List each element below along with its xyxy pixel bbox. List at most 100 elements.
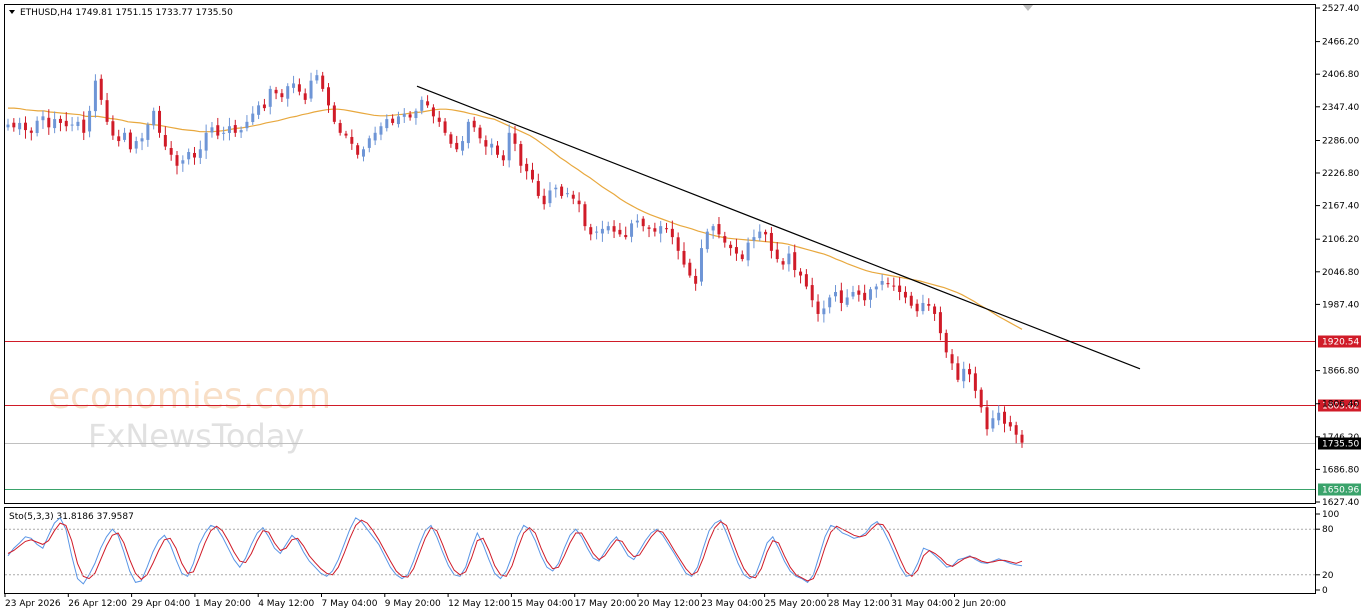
candle-body bbox=[93, 80, 97, 112]
watermark-economies: economies.com bbox=[48, 376, 331, 417]
candle-body bbox=[676, 237, 680, 251]
candle-body bbox=[227, 126, 231, 133]
candle-body bbox=[18, 122, 22, 130]
candle-body bbox=[222, 132, 226, 134]
candle-body bbox=[257, 105, 261, 115]
candle-body bbox=[117, 136, 121, 142]
candle-body bbox=[589, 227, 593, 235]
candle-body bbox=[816, 301, 820, 314]
candle-body bbox=[6, 124, 10, 128]
candle-body bbox=[204, 132, 208, 151]
downtrend-line[interactable] bbox=[416, 85, 1141, 370]
candle-body bbox=[344, 133, 348, 136]
stochastic-lines bbox=[7, 516, 1023, 585]
candle-body bbox=[653, 228, 657, 232]
time-tick-label: 23 Apr 2026 bbox=[5, 599, 61, 609]
stochastic-info: Sto(5,3,3) 31.8186 37.9587 bbox=[9, 512, 134, 522]
time-tick-label: 17 May 20:00 bbox=[575, 599, 637, 609]
candle-body bbox=[583, 204, 587, 227]
candle-body bbox=[962, 368, 966, 382]
candle-body bbox=[216, 125, 220, 136]
candle-body bbox=[332, 105, 336, 122]
candle-body bbox=[845, 297, 849, 305]
candle-body bbox=[665, 228, 669, 230]
candle-body bbox=[880, 281, 884, 285]
candle-body bbox=[781, 261, 785, 265]
candle-body bbox=[472, 120, 476, 128]
candle-body bbox=[577, 200, 581, 205]
candle-body bbox=[35, 120, 39, 134]
candle-body bbox=[630, 223, 634, 237]
candle-body bbox=[268, 88, 272, 107]
candle-body bbox=[892, 285, 896, 287]
candle-body bbox=[111, 121, 115, 136]
stoch-tick-label: 20 bbox=[1322, 571, 1334, 581]
candle-body bbox=[513, 133, 517, 144]
candle-body bbox=[146, 124, 150, 140]
candle-body bbox=[321, 75, 325, 89]
candle-body bbox=[496, 145, 500, 155]
candle-body bbox=[746, 242, 750, 261]
horizontal-levels: 1920.54 1803.62 1735.50 1650.96 bbox=[5, 335, 1361, 496]
candle-body bbox=[979, 389, 983, 408]
candle-body bbox=[175, 155, 179, 166]
candle-body bbox=[903, 291, 907, 298]
candle-body bbox=[443, 121, 447, 133]
candle-body bbox=[478, 127, 482, 139]
candle-body bbox=[396, 116, 400, 125]
candle-body bbox=[921, 302, 925, 312]
candle-body bbox=[292, 83, 296, 88]
candle-body bbox=[280, 93, 284, 98]
time-tick-label: 25 May 20:00 bbox=[765, 599, 827, 609]
candle-body bbox=[787, 253, 791, 265]
level-price-label: 1803.62 bbox=[1322, 402, 1359, 412]
candle-body bbox=[857, 290, 861, 295]
candle-body bbox=[461, 141, 465, 151]
chart-shift-marker[interactable] bbox=[1023, 5, 1033, 11]
candle-body bbox=[525, 163, 529, 172]
price-tick-label: 2286.00 bbox=[1322, 137, 1359, 147]
time-tick-label: 2 Jun 20:00 bbox=[955, 599, 1007, 609]
level-price-tag bbox=[1318, 437, 1361, 450]
candle-body bbox=[799, 271, 803, 276]
stochastic-axis: 100 80 20 0 bbox=[5, 510, 1339, 596]
candle-body bbox=[449, 134, 453, 144]
candle-body bbox=[595, 231, 599, 233]
candle-body bbox=[874, 286, 878, 290]
trendline[interactable] bbox=[416, 85, 1141, 370]
price-tick-label: 2046.80 bbox=[1322, 268, 1359, 278]
candle-body bbox=[70, 124, 74, 126]
candle-body bbox=[134, 141, 138, 149]
candle-body bbox=[659, 226, 663, 234]
candle-body bbox=[554, 187, 558, 190]
candle-body bbox=[705, 231, 709, 250]
time-tick-label: 1 May 20:00 bbox=[195, 599, 251, 609]
candle-body bbox=[793, 252, 797, 271]
candle-body bbox=[82, 119, 86, 133]
candle-body bbox=[886, 283, 890, 285]
stoch-tick-label: 80 bbox=[1322, 525, 1334, 535]
stoch-tick-label: 0 bbox=[1322, 586, 1328, 596]
candle-body bbox=[542, 195, 546, 205]
candle-body bbox=[863, 292, 867, 301]
candle-body bbox=[968, 369, 972, 375]
candle-body bbox=[262, 104, 266, 109]
candle-body bbox=[991, 418, 995, 429]
candle-body bbox=[210, 127, 214, 133]
candle-body bbox=[548, 190, 552, 204]
candle-body bbox=[47, 117, 51, 128]
level-price-label: 1735.50 bbox=[1322, 440, 1359, 450]
stoch-tick-label: 100 bbox=[1322, 510, 1339, 520]
candle-body bbox=[688, 262, 692, 276]
candle-body bbox=[12, 122, 16, 128]
candle-body bbox=[239, 130, 243, 133]
stoch-main-line bbox=[7, 516, 1023, 585]
candle-body bbox=[536, 181, 540, 196]
candle-body bbox=[1020, 434, 1024, 443]
time-tick-label: 26 Apr 12:00 bbox=[68, 599, 127, 609]
candle-body bbox=[624, 235, 628, 238]
candle-body bbox=[274, 89, 278, 94]
symbol-dropdown-icon[interactable] bbox=[9, 10, 15, 14]
price-tick-label: 1987.40 bbox=[1322, 300, 1359, 310]
